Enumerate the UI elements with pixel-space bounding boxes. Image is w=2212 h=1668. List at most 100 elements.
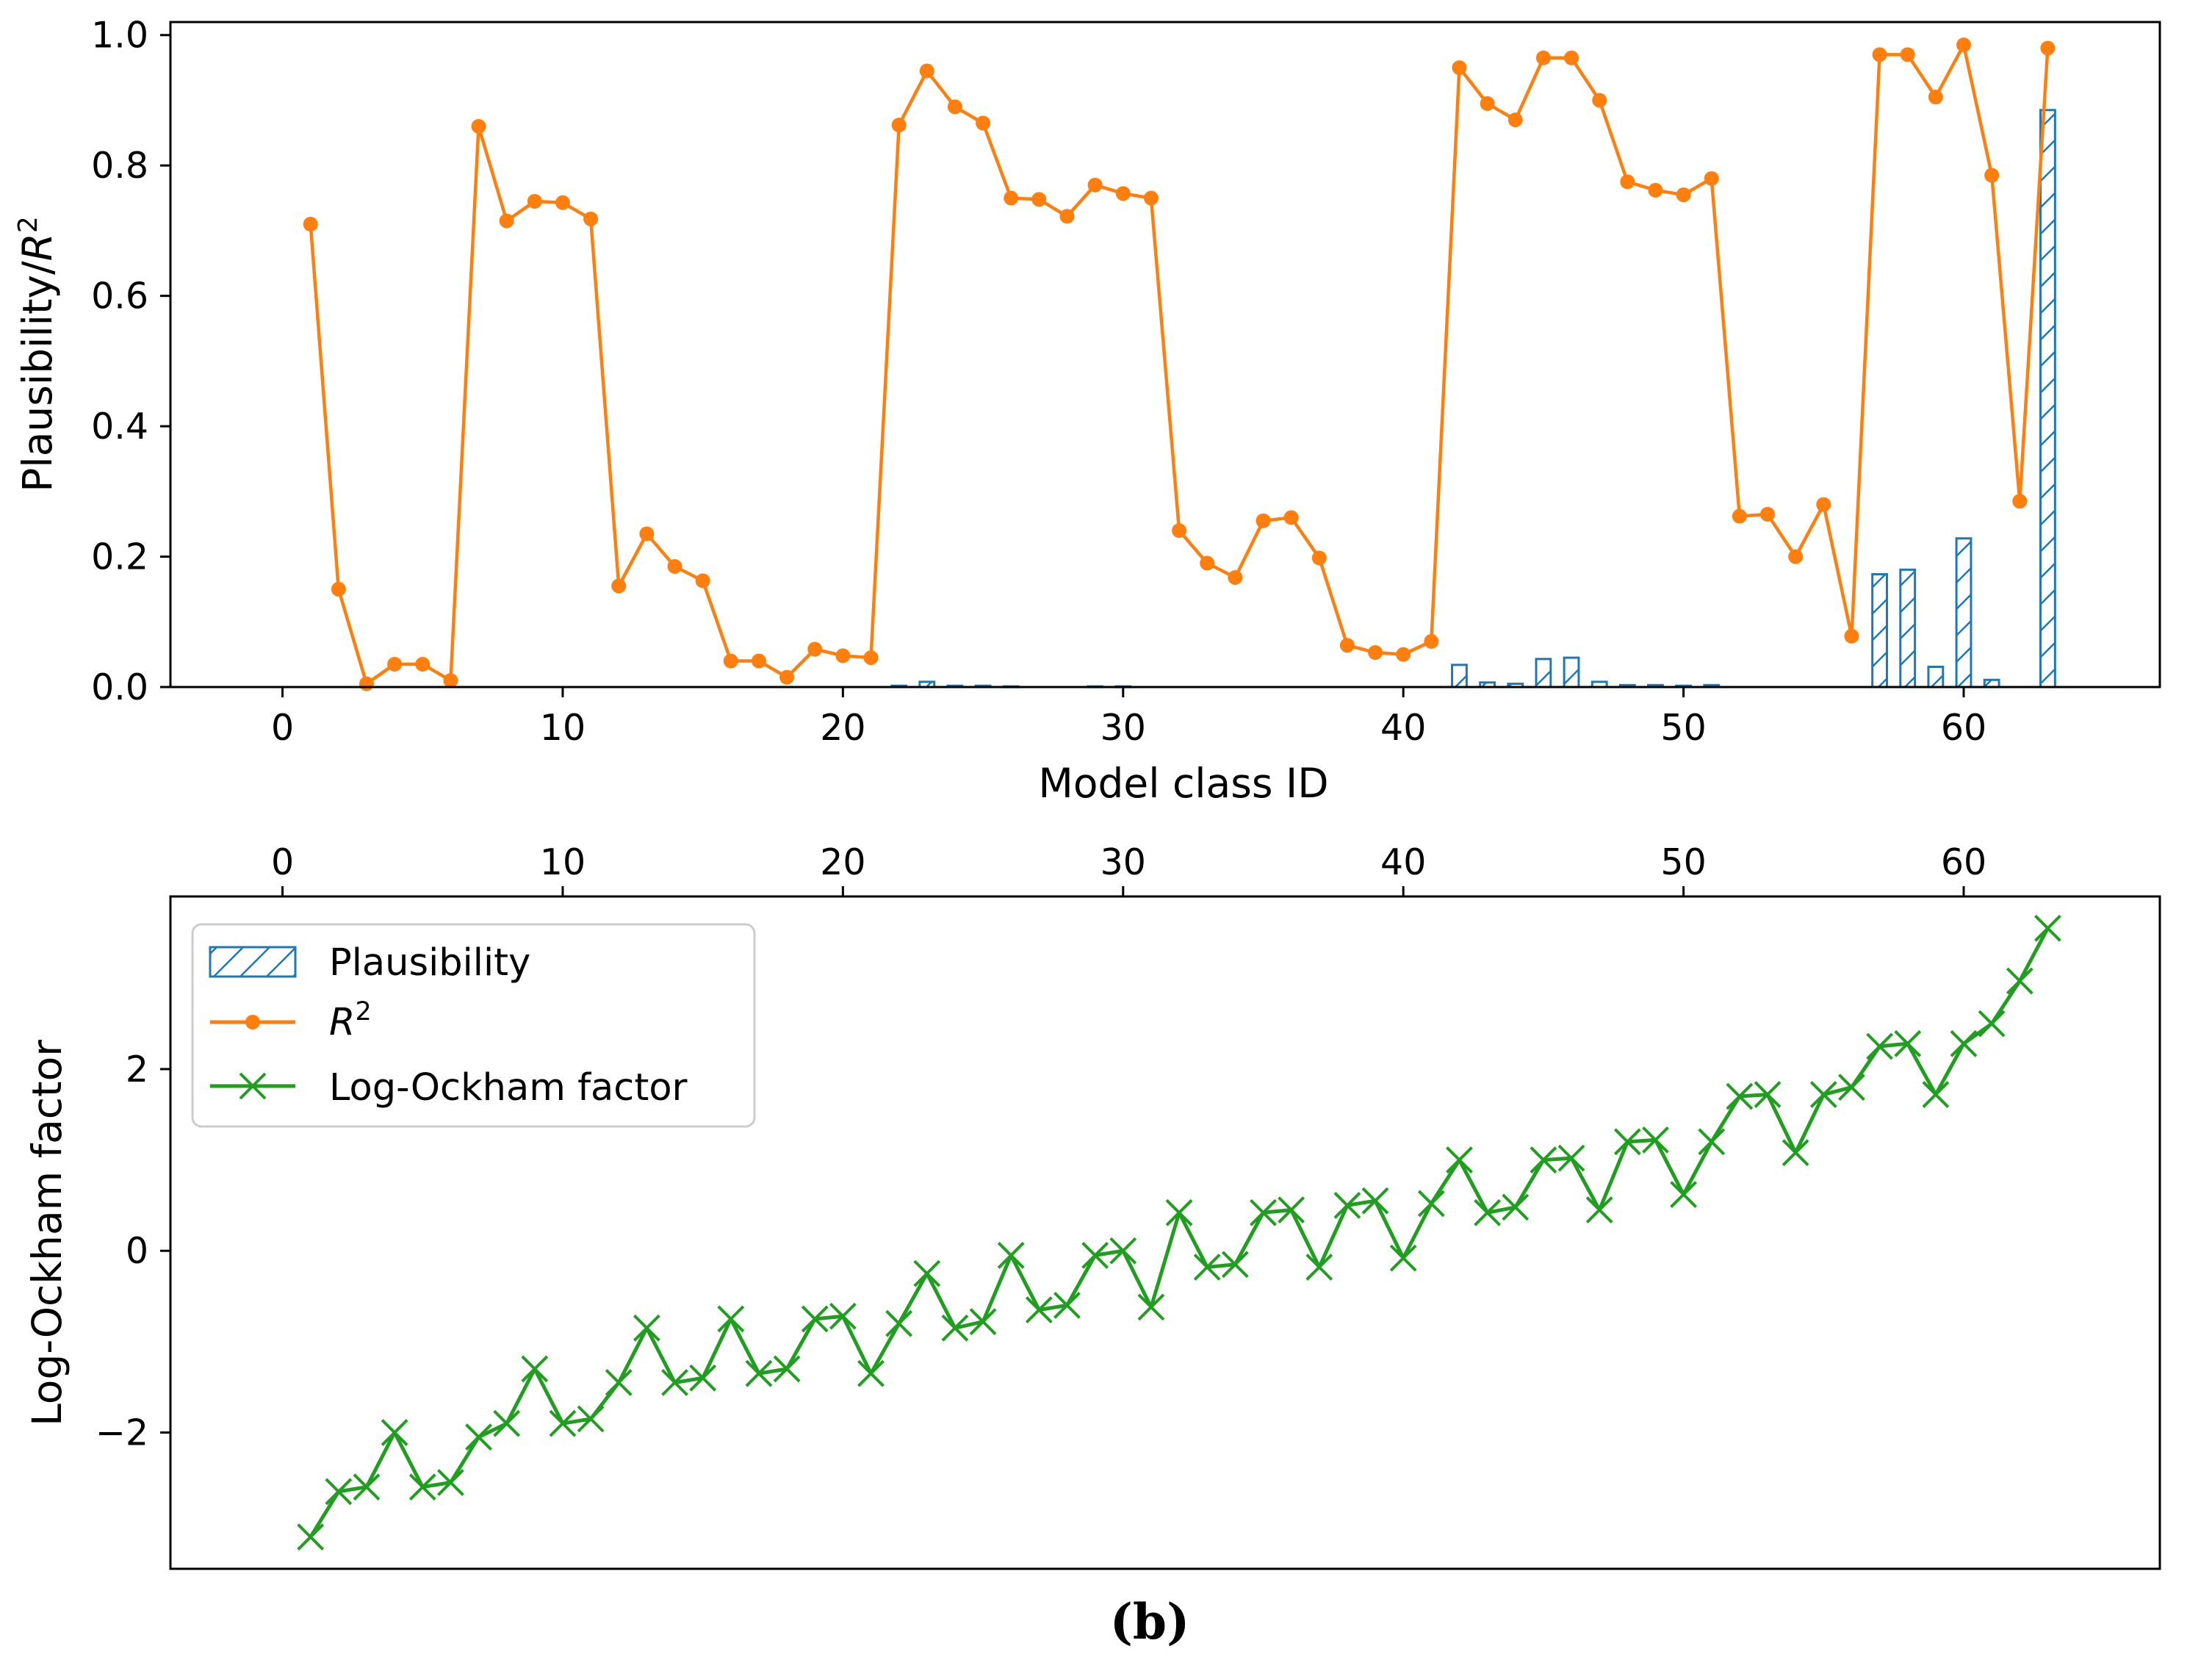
r2-point [1004, 191, 1018, 206]
top-y-tick-label: 0.2 [91, 536, 148, 578]
log-ockham-point [2007, 968, 2032, 993]
log-ockham-point [1167, 1200, 1192, 1225]
r2-point [1536, 51, 1551, 65]
plausibility-bar [1901, 569, 1915, 687]
top-y-tick-label: 0.0 [91, 666, 148, 708]
r2-point [443, 673, 458, 688]
bottom-x-ticks: 0 10 20 30 40 50 60 [271, 841, 1986, 896]
top-x-tick-label: 20 [820, 707, 865, 749]
r2-point [331, 582, 346, 597]
log-ockham-point [887, 1311, 912, 1336]
top-x-tick-label: 50 [1660, 707, 1706, 749]
bottom-chart: 0102030405060 −202 Log-Ockham factor Pla… [24, 841, 2160, 1569]
top-y-ticks: 0.00.20.40.60.81.0 [91, 15, 170, 708]
log-ockham-point [298, 1525, 323, 1550]
r2-line [311, 45, 2048, 684]
figure: 0102030405060 0.00.20.40.60.81.0 Model c… [0, 0, 2212, 1668]
legend-swatch-r2-marker [245, 1015, 260, 1029]
top-x-axis-label: Model class ID [1038, 760, 1328, 807]
r2-point [1284, 510, 1299, 525]
r2-point [415, 657, 430, 672]
bottom-y-tick-label: 0 [126, 1230, 148, 1272]
r2-series [303, 37, 2056, 691]
bottom-y-tick-label: −2 [96, 1412, 148, 1454]
r2-point [1480, 96, 1495, 111]
log-ockham-point [606, 1370, 631, 1395]
r2-point [1255, 514, 1270, 528]
log-ockham-point [1307, 1254, 1332, 1279]
r2-point [2040, 40, 2055, 55]
r2-point [1452, 60, 1466, 75]
log-ockham-point [1587, 1198, 1612, 1223]
legend-label-plausibility: Plausibility [329, 941, 530, 985]
r2-point [1368, 645, 1383, 660]
bottom-x-tick-label: 10 [540, 841, 586, 883]
r2-point [1648, 183, 1662, 198]
bottom-x-tick-label: 50 [1660, 841, 1706, 883]
log-ockham-point [998, 1243, 1023, 1268]
top-x-tick-label: 30 [1100, 707, 1146, 749]
plausibility-bar [1956, 539, 1971, 687]
bottom-x-tick-label: 30 [1100, 841, 1146, 883]
log-ockham-point [718, 1306, 743, 1331]
log-ockham-point [1979, 1011, 2004, 1036]
r2-point [1760, 507, 1775, 522]
log-ockham-point [382, 1420, 407, 1445]
top-x-tick-label: 40 [1380, 707, 1426, 749]
r2-point [555, 195, 570, 210]
r2-point [2012, 494, 2027, 508]
r2-point [1928, 90, 1943, 104]
log-ockham-point [970, 1309, 995, 1334]
log-ockham-point [859, 1361, 884, 1386]
legend-swatch-plausibility [210, 947, 295, 977]
r2-point [1200, 556, 1214, 570]
plausibility-bar [1928, 666, 1943, 687]
log-ockham-point [1391, 1245, 1416, 1270]
r2-point [1424, 634, 1438, 649]
top-y-tick-label: 0.6 [91, 276, 148, 317]
r2-point [1508, 112, 1523, 127]
r2-point [1116, 186, 1131, 201]
log-ockham-point [1839, 1075, 1864, 1100]
log-ockham-point [915, 1261, 940, 1286]
r2-point [724, 654, 738, 669]
plausibility-bar [1452, 665, 1467, 687]
top-y-tick-label: 1.0 [91, 15, 148, 57]
r2-point [1704, 171, 1719, 186]
r2-point [472, 119, 486, 134]
log-ockham-point [1419, 1191, 1444, 1216]
r2-point [1732, 509, 1747, 524]
legend: Plausibility R2 Log-Ockham factor [192, 924, 754, 1126]
log-ockham-point [522, 1356, 547, 1381]
r2-point [387, 657, 402, 672]
bottom-x-tick-label: 60 [1941, 841, 1986, 883]
top-y-tick-label: 0.8 [91, 145, 148, 187]
log-ockham-point [1447, 1148, 1471, 1173]
r2-point [1592, 93, 1607, 107]
top-y-axis-label: Plausibility/R2 [13, 216, 62, 492]
bottom-x-tick-label: 40 [1380, 841, 1426, 883]
bottom-x-tick-label: 20 [820, 841, 865, 883]
top-x-ticks: 0102030405060 [271, 687, 1986, 749]
log-ockham-point [1671, 1182, 1696, 1207]
log-ockham-point [494, 1411, 519, 1436]
r2-point [1228, 570, 1242, 585]
bottom-x-tick-label: 0 [271, 841, 294, 883]
r2-point [1956, 37, 1971, 52]
r2-point [696, 573, 710, 588]
log-ockham-point [1139, 1295, 1164, 1320]
log-ockham-point [634, 1315, 659, 1340]
log-ockham-point [2035, 916, 2060, 941]
r2-point [1676, 187, 1691, 202]
r2-point [948, 99, 962, 114]
plausibility-bar [2041, 110, 2056, 687]
r2-point [752, 654, 766, 669]
plausibility-bars [892, 110, 2056, 687]
r2-point [1873, 47, 1887, 62]
r2-point [1340, 638, 1355, 653]
r2-point [1031, 192, 1046, 206]
figure-caption: (b) [1110, 1593, 1190, 1650]
top-chart: 0102030405060 0.00.20.40.60.81.0 Model c… [13, 15, 2161, 807]
log-ockham-point [1783, 1140, 1808, 1165]
r2-point [807, 642, 822, 657]
